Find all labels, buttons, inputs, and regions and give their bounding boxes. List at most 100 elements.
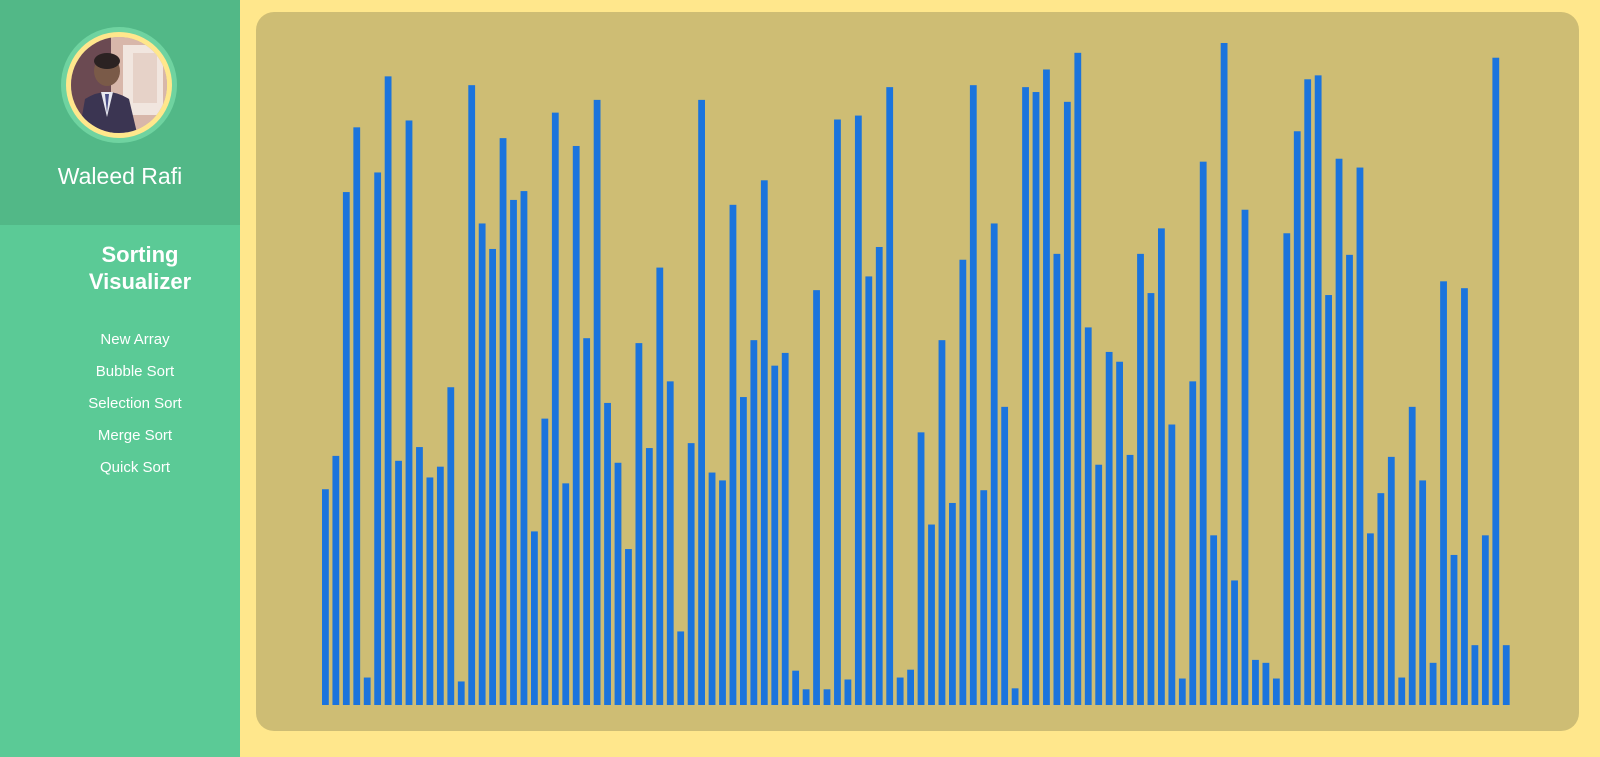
array-bar (1325, 295, 1332, 705)
array-bar (489, 248, 496, 705)
array-bar (760, 180, 768, 706)
quick-sort-button[interactable]: Quick Sort (99, 459, 171, 476)
array-bar (541, 418, 549, 705)
array-bar (1053, 253, 1061, 706)
array-bar (1158, 228, 1165, 706)
array-bar (468, 85, 476, 706)
array-bar (1022, 87, 1029, 705)
array-bar (1231, 580, 1238, 705)
array-bar (405, 120, 413, 706)
array-bar (436, 466, 444, 705)
array-bar (1210, 535, 1218, 705)
profile-photo-image (71, 37, 167, 133)
array-bar (1147, 293, 1155, 705)
array-bar (1001, 406, 1009, 705)
array-bar (1137, 253, 1144, 706)
array-bar (886, 87, 894, 705)
array-bar (322, 489, 329, 705)
array-bar (719, 480, 726, 705)
merge-sort-button[interactable]: Merge Sort (97, 427, 173, 444)
array-bar (1178, 678, 1186, 705)
array-bar (520, 191, 528, 706)
array-bar (1398, 677, 1406, 705)
array-bar (1461, 288, 1468, 705)
array-bar (1481, 535, 1489, 705)
array-bar (1356, 167, 1364, 706)
array-bar (792, 670, 800, 705)
array-bar (907, 669, 914, 705)
array-bar (687, 443, 695, 705)
array-bar (1492, 57, 1500, 705)
array-bar (614, 462, 622, 705)
array-bar (1429, 662, 1437, 705)
visualizer-panel (256, 12, 1579, 731)
array-bar (1377, 493, 1385, 705)
array-bar (802, 689, 810, 705)
new-array-button[interactable]: New Array (100, 331, 170, 348)
array-bar (499, 138, 507, 705)
array-bar (572, 145, 580, 706)
array-bar (1084, 327, 1092, 705)
array-bar (1502, 645, 1510, 705)
bubble-sort-button[interactable]: Bubble Sort (95, 363, 175, 380)
array-bar (823, 689, 831, 705)
array-bar (1011, 688, 1019, 705)
array-bar (917, 432, 925, 705)
array-bar (1032, 92, 1040, 706)
array-bar (1293, 131, 1301, 705)
array-bar (1095, 464, 1103, 705)
array-bar (478, 223, 486, 705)
array-bar (1262, 662, 1270, 705)
array-bar (457, 681, 465, 705)
array-bar (353, 127, 361, 706)
array-bar (666, 381, 674, 705)
array-bar (896, 677, 904, 705)
profile-header: Waleed Rafi (0, 0, 240, 225)
array-bar (1105, 351, 1113, 705)
array-bar (342, 192, 350, 705)
array-bar (1346, 254, 1353, 705)
array-bar (1043, 69, 1050, 706)
array-bar (1387, 456, 1395, 705)
array-bar (1272, 678, 1280, 705)
app-title: Sorting Visualizer (88, 242, 192, 294)
array-bar (1283, 233, 1291, 705)
array-bar (771, 365, 779, 705)
array-bar (1314, 75, 1322, 706)
array-bar (1116, 361, 1123, 705)
array-bar (1252, 659, 1259, 705)
array-bar (583, 338, 591, 705)
array-bar (604, 402, 611, 705)
array-bar (813, 290, 820, 705)
profile-photo (71, 37, 167, 133)
array-bar (510, 199, 517, 706)
array-bar (416, 447, 423, 705)
array-bar (551, 112, 559, 705)
selection-sort-button[interactable]: Selection Sort (88, 395, 182, 412)
array-bar (395, 460, 402, 705)
array-bar (1189, 381, 1197, 705)
array-bar (969, 85, 977, 706)
array-bar (374, 172, 382, 705)
array-bars-chart (322, 43, 1510, 706)
array-bar (447, 387, 455, 705)
array-bar (740, 397, 747, 705)
array-bar (928, 524, 935, 705)
array-bar (625, 549, 632, 705)
array-bar (426, 477, 434, 705)
array-bar (1408, 406, 1416, 705)
array-bar (562, 483, 570, 705)
array-bar (1335, 158, 1343, 706)
array-bar (708, 472, 716, 705)
array-bar (677, 631, 685, 705)
sidebar-menu: New Array Bubble Sort Selection Sort Mer… (35, 329, 235, 489)
array-bar (1074, 52, 1082, 706)
array-bar (593, 99, 601, 705)
array-bar (990, 223, 998, 705)
array-bar (959, 259, 967, 705)
array-bar (854, 115, 862, 705)
array-bar (384, 76, 392, 706)
array-bar (949, 502, 956, 705)
array-bar (1471, 645, 1479, 705)
array-bar (645, 448, 653, 705)
